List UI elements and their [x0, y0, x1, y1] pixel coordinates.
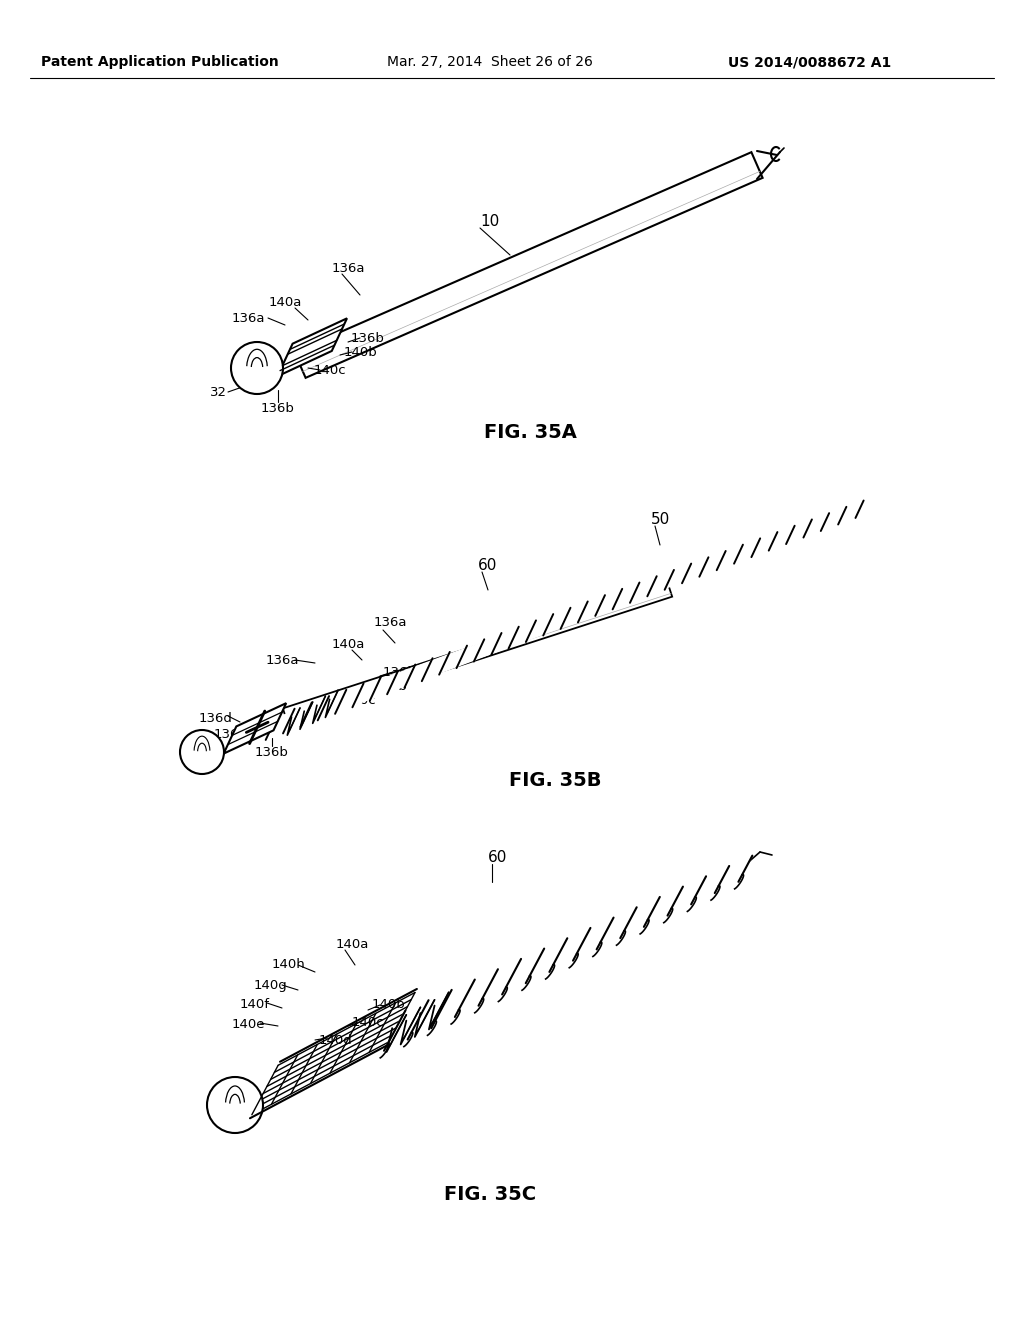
- Text: 140b: 140b: [343, 346, 377, 359]
- Polygon shape: [493, 630, 517, 653]
- Text: FIG. 35C: FIG. 35C: [444, 1185, 536, 1204]
- Polygon shape: [481, 962, 519, 1001]
- Polygon shape: [599, 909, 635, 945]
- Polygon shape: [631, 578, 655, 601]
- Polygon shape: [278, 318, 347, 376]
- Polygon shape: [336, 686, 362, 711]
- Polygon shape: [839, 503, 862, 523]
- Text: 140b: 140b: [371, 998, 404, 1011]
- Polygon shape: [579, 598, 604, 620]
- Text: 136a: 136a: [331, 261, 365, 275]
- Text: 136b: 136b: [261, 401, 295, 414]
- Text: 136d: 136d: [198, 711, 232, 725]
- Polygon shape: [266, 711, 293, 738]
- Polygon shape: [526, 616, 552, 640]
- Text: 140d: 140d: [318, 1034, 352, 1047]
- Polygon shape: [613, 585, 638, 607]
- Text: 140c: 140c: [351, 1015, 384, 1028]
- Polygon shape: [623, 899, 658, 935]
- Text: 136a: 136a: [231, 312, 265, 325]
- Polygon shape: [646, 890, 682, 923]
- Text: 136c: 136c: [214, 729, 247, 742]
- Polygon shape: [717, 858, 752, 890]
- Polygon shape: [440, 648, 466, 673]
- Circle shape: [207, 1077, 263, 1133]
- Text: 140g: 140g: [253, 978, 287, 991]
- Polygon shape: [318, 693, 345, 718]
- Polygon shape: [670, 879, 705, 912]
- Text: 32: 32: [210, 385, 226, 399]
- Polygon shape: [718, 546, 741, 569]
- Text: 140f: 140f: [240, 998, 270, 1011]
- Polygon shape: [700, 553, 725, 576]
- Text: 136b: 136b: [255, 746, 289, 759]
- Polygon shape: [648, 573, 673, 595]
- Text: 50: 50: [650, 512, 670, 528]
- Polygon shape: [804, 515, 828, 536]
- Polygon shape: [786, 521, 811, 543]
- Text: US 2014/0088672 A1: US 2014/0088672 A1: [728, 55, 892, 69]
- Polygon shape: [752, 535, 776, 556]
- Text: 10: 10: [480, 214, 500, 230]
- Polygon shape: [371, 673, 396, 698]
- Text: 140a: 140a: [268, 296, 302, 309]
- Polygon shape: [294, 152, 763, 378]
- Text: 140e: 140e: [231, 1019, 265, 1031]
- Polygon shape: [388, 668, 414, 693]
- Polygon shape: [387, 1003, 427, 1045]
- Polygon shape: [406, 661, 431, 686]
- Text: 136a: 136a: [265, 653, 299, 667]
- Text: 60: 60: [488, 850, 508, 866]
- Polygon shape: [509, 623, 535, 647]
- Polygon shape: [821, 510, 846, 529]
- Polygon shape: [301, 700, 328, 725]
- Polygon shape: [735, 541, 759, 562]
- Circle shape: [180, 730, 224, 774]
- Polygon shape: [458, 642, 483, 667]
- Polygon shape: [223, 704, 286, 754]
- Text: 136b: 136b: [383, 665, 417, 678]
- Polygon shape: [666, 566, 690, 589]
- Text: FIG. 35A: FIG. 35A: [483, 422, 577, 441]
- Polygon shape: [434, 982, 473, 1023]
- Polygon shape: [575, 920, 612, 957]
- Polygon shape: [769, 528, 794, 549]
- Polygon shape: [475, 636, 501, 660]
- Text: 140c: 140c: [313, 363, 346, 376]
- Text: 140a: 140a: [335, 937, 369, 950]
- Text: 60: 60: [478, 558, 498, 573]
- Polygon shape: [284, 705, 310, 731]
- Polygon shape: [693, 869, 728, 900]
- Polygon shape: [683, 560, 708, 582]
- Polygon shape: [544, 610, 569, 634]
- Polygon shape: [552, 931, 589, 968]
- Text: Patent Application Publication: Patent Application Publication: [41, 55, 279, 69]
- Polygon shape: [505, 952, 543, 990]
- Text: FIG. 35B: FIG. 35B: [509, 771, 601, 789]
- Polygon shape: [423, 655, 449, 680]
- Text: 136b: 136b: [351, 331, 385, 345]
- Polygon shape: [458, 973, 497, 1012]
- Text: 140b: 140b: [373, 680, 407, 693]
- Text: 136a: 136a: [374, 616, 407, 630]
- Circle shape: [231, 342, 283, 393]
- Polygon shape: [353, 680, 380, 705]
- Text: 140h: 140h: [271, 958, 305, 972]
- Polygon shape: [596, 591, 622, 614]
- Text: 140a: 140a: [332, 638, 365, 651]
- Text: Mar. 27, 2014  Sheet 26 of 26: Mar. 27, 2014 Sheet 26 of 26: [387, 55, 593, 69]
- Polygon shape: [528, 941, 566, 979]
- Polygon shape: [561, 605, 587, 627]
- Text: 140c: 140c: [344, 693, 376, 706]
- Polygon shape: [283, 583, 672, 722]
- Polygon shape: [411, 993, 450, 1035]
